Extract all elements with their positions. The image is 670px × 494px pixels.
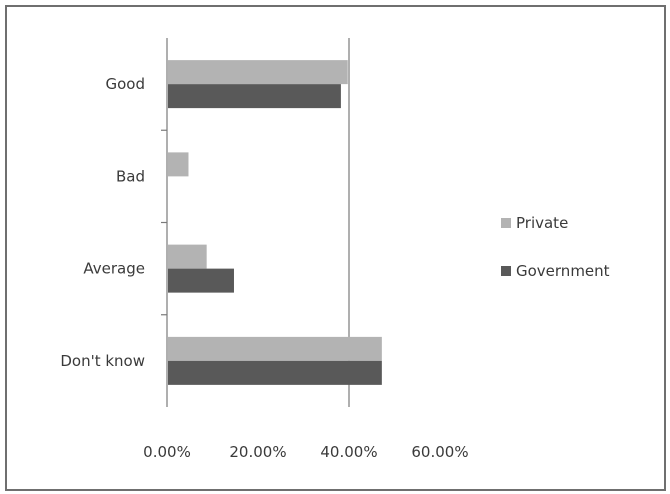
legend-swatch-government	[501, 266, 511, 276]
plot-area: Good Bad Average Don't know 0.00% 20.00% 40.00…	[60, 38, 469, 461]
bar-private-1	[168, 152, 189, 177]
bar-government-3	[168, 360, 382, 385]
x-tick-label: 40.00%	[320, 443, 377, 461]
category-label: Average	[83, 260, 145, 278]
x-tick-label: 60.00%	[411, 443, 468, 461]
bar-government-0	[168, 84, 341, 109]
category-label: Bad	[116, 167, 145, 185]
category-label: Good	[106, 75, 146, 93]
bar-private-0	[168, 60, 348, 85]
bar-private-3	[168, 336, 382, 361]
legend-label-private: Private	[516, 214, 568, 232]
legend-label-government: Government	[516, 262, 610, 280]
bar-government-2	[168, 268, 234, 293]
legend-swatch-private	[501, 218, 511, 228]
x-tick-label: 0.00%	[143, 443, 191, 461]
bar-private-2	[168, 244, 207, 269]
x-tick-label: 20.00%	[229, 443, 286, 461]
category-label: Don't know	[60, 352, 145, 370]
legend: Private Government	[501, 214, 610, 280]
